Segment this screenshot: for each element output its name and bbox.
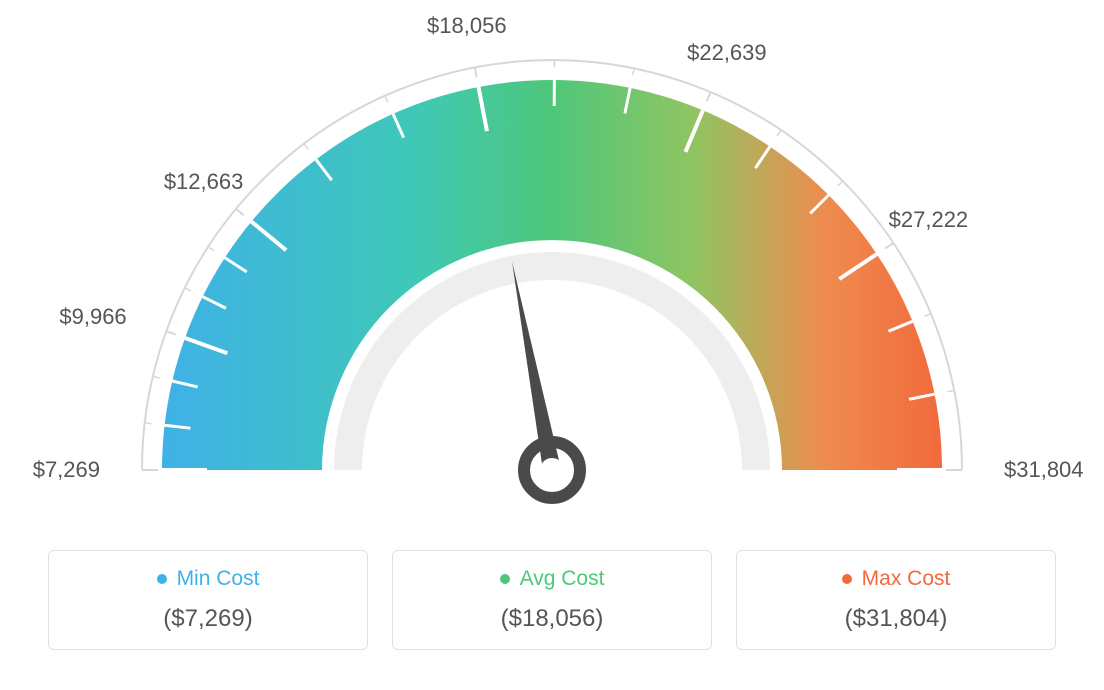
legend-card-min: Min Cost ($7,269) (48, 550, 368, 650)
legend-label: Max Cost (862, 567, 951, 591)
legend-row: Min Cost ($7,269) Avg Cost ($18,056) Max Cos… (0, 540, 1104, 650)
dot-icon (842, 574, 852, 584)
tick-label: $7,269 (33, 457, 100, 482)
legend-value-min: ($7,269) (61, 605, 355, 633)
legend-value-avg: ($18,056) (405, 605, 699, 633)
tick-label: $12,663 (164, 169, 244, 194)
legend-value-max: ($31,804) (749, 605, 1043, 633)
tick-label: $27,222 (889, 207, 969, 232)
legend-title-min: Min Cost (157, 567, 260, 591)
tick-label: $9,966 (59, 304, 126, 329)
gauge-chart: $7,269 $9,966 $12,663 $18,056 $22,639 $27,222… (0, 0, 1104, 540)
gauge-svg: $7,269 $9,966 $12,663 $18,056 $22,639 $27,222… (0, 0, 1104, 540)
legend-title-max: Max Cost (842, 567, 951, 591)
dot-icon (157, 574, 167, 584)
tick-label: $22,639 (687, 40, 767, 65)
legend-label: Avg Cost (520, 567, 605, 591)
legend-card-avg: Avg Cost ($18,056) (392, 550, 712, 650)
tick-label: $18,056 (427, 13, 507, 38)
legend-card-max: Max Cost ($31,804) (736, 550, 1056, 650)
legend-label: Min Cost (177, 567, 260, 591)
tick-label: $31,804 (1004, 457, 1084, 482)
dot-icon (500, 574, 510, 584)
legend-title-avg: Avg Cost (500, 567, 605, 591)
